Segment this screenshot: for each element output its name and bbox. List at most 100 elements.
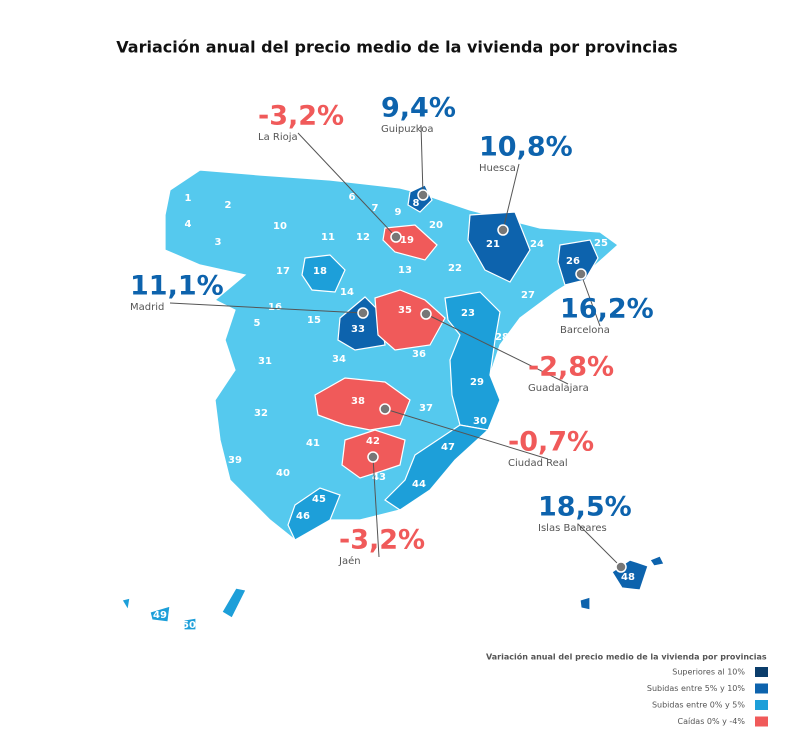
- leader-line: [420, 124, 424, 196]
- province-number: 22: [448, 263, 462, 274]
- legend-label: Subidas entre 0% y 5%: [652, 701, 745, 710]
- callout-value: -3,2%: [258, 101, 344, 132]
- province-number: 33: [351, 324, 365, 335]
- leader-line: [372, 456, 380, 558]
- province-number: 12: [356, 232, 370, 243]
- region-dark: [337, 296, 386, 351]
- callout-name: Islas Baleares: [538, 523, 607, 534]
- marker-dot: [575, 268, 587, 280]
- province-number: 32: [254, 408, 268, 419]
- province-number: 16: [268, 302, 282, 313]
- province-number: 18: [313, 266, 327, 277]
- callout-name: Ciudad Real: [508, 458, 568, 469]
- province-number: 46: [296, 511, 310, 522]
- province-number: 1: [185, 193, 192, 204]
- callout-value: 9,4%: [381, 93, 456, 124]
- province-number: 41: [306, 438, 320, 449]
- province-number: 2: [225, 200, 232, 211]
- leader-line: [577, 523, 622, 568]
- callout-name: Jaén: [338, 555, 361, 567]
- canarias: [183, 617, 197, 631]
- legend-title: Variación anual del precio medio de la v…: [486, 652, 767, 662]
- callout-name: Barcelona: [560, 325, 610, 336]
- province-number: 31: [258, 356, 272, 367]
- region-dark: [557, 239, 599, 286]
- province-number: 49: [153, 610, 167, 621]
- marker-dot: [390, 231, 402, 243]
- callout-value: 18,5%: [538, 492, 632, 523]
- leader-line: [169, 302, 364, 314]
- marker-dot: [357, 307, 369, 319]
- province-number: 47: [441, 442, 455, 453]
- map: [121, 169, 665, 631]
- province-number: 6: [349, 192, 356, 203]
- canarias: [121, 597, 131, 612]
- region-red: [314, 377, 411, 431]
- province-number: 23: [461, 308, 475, 319]
- legend-label: Caídas 0% y -4%: [678, 717, 746, 726]
- province-number: 25: [594, 238, 608, 249]
- marker-dot: [417, 189, 429, 201]
- province-number: 11: [321, 232, 335, 243]
- region-red: [374, 289, 446, 351]
- legend-swatch: [755, 667, 768, 677]
- region-mid: [287, 487, 341, 541]
- province-number: 13: [398, 265, 412, 276]
- province-number: 28: [495, 332, 509, 343]
- legend-label: Superiores al 10%: [672, 668, 745, 677]
- province-number: 17: [276, 266, 290, 277]
- callout-name: La Rioja: [258, 132, 298, 143]
- legend-swatch: [755, 700, 768, 710]
- leader-line: [384, 408, 549, 460]
- province-number: 21: [486, 239, 500, 250]
- marker-dot: [367, 451, 379, 463]
- province-number: 7: [372, 203, 379, 214]
- marker-dot: [497, 224, 509, 236]
- province-number: 50: [182, 620, 196, 631]
- province-number: 29: [470, 377, 484, 388]
- callout-value: 10,8%: [479, 132, 573, 163]
- province-number: 8: [413, 198, 420, 209]
- province-number: 26: [566, 256, 580, 267]
- province-number: 4: [185, 219, 192, 230]
- callout-name: Guadalajara: [528, 383, 589, 394]
- legend-swatch: [755, 683, 768, 694]
- province-number: 3: [215, 237, 222, 248]
- province-number: 44: [412, 479, 426, 490]
- leader-line: [580, 273, 601, 327]
- callout-value: 16,2%: [560, 294, 654, 325]
- canarias: [149, 605, 171, 623]
- leader-line: [502, 163, 520, 231]
- province-number: 14: [340, 287, 354, 298]
- callout-value: -0,7%: [508, 427, 594, 458]
- province-number: 30: [473, 416, 487, 427]
- province-number: 39: [228, 455, 242, 466]
- province-number: 36: [412, 349, 426, 360]
- baleares: [579, 596, 591, 611]
- province-number: 45: [312, 494, 326, 505]
- callout-value: -3,2%: [339, 525, 425, 556]
- marker-dot: [379, 403, 391, 415]
- province-number: 20: [429, 220, 443, 231]
- province-number: 42: [366, 436, 380, 447]
- province-number: 34: [332, 354, 346, 365]
- legend-swatch: [755, 716, 768, 727]
- callout-name: Madrid: [130, 302, 164, 313]
- province-number: 43: [372, 472, 386, 483]
- province-number: 9: [395, 207, 402, 218]
- province-number: 5: [254, 318, 261, 329]
- region-mid: [384, 424, 490, 511]
- province-number: 15: [307, 315, 321, 326]
- callout-value: 11,1%: [130, 271, 224, 302]
- province-number: 19: [400, 235, 414, 246]
- callout-name: Guipuzkoa: [381, 124, 433, 135]
- province-number: 38: [351, 396, 365, 407]
- marker-dot: [420, 308, 432, 320]
- marker-dot: [615, 561, 627, 573]
- callout-value: -2,8%: [528, 352, 614, 383]
- province-number: 37: [419, 403, 433, 414]
- title: Variación anual del precio medio de la v…: [116, 38, 677, 57]
- province-number: 35: [398, 305, 412, 316]
- callout-name: Huesca: [479, 163, 516, 174]
